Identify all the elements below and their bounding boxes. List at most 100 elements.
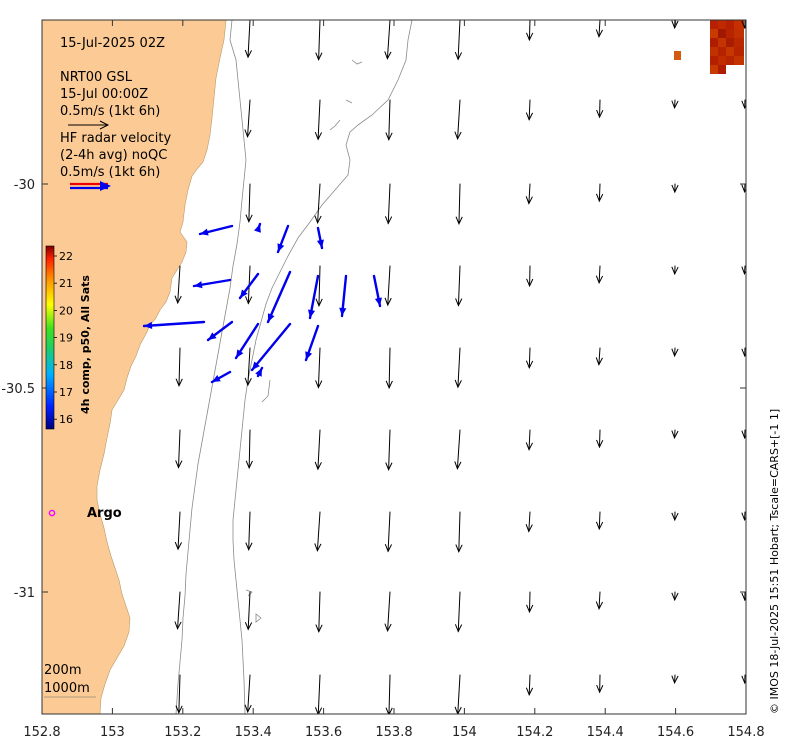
model-arrow	[455, 511, 463, 553]
model-arrow	[314, 99, 323, 141]
model-arrow	[741, 591, 746, 602]
model-arrow	[174, 265, 182, 305]
x-tick-label: 153	[100, 725, 125, 740]
model-arrow	[595, 20, 603, 38]
model-arrow	[455, 265, 463, 307]
sst-colorbar	[45, 245, 55, 430]
model-arrow	[315, 265, 323, 307]
model-arrow	[454, 429, 462, 470]
model-arrow	[454, 20, 463, 61]
model-arrow	[314, 674, 323, 714]
model-arrow	[671, 429, 679, 439]
contour-1000m	[232, 20, 413, 714]
model-arrow	[314, 511, 322, 552]
model-arrow	[595, 183, 604, 203]
x-tick-label: 153.6	[305, 725, 342, 740]
model-arrow	[454, 99, 462, 141]
model-arrow	[315, 347, 323, 389]
model-arrow	[385, 99, 393, 141]
radar-arrow	[142, 320, 206, 330]
hf-radar-arrows	[142, 222, 382, 384]
model-arrow	[596, 429, 604, 449]
model-arrow	[245, 183, 253, 223]
model-arrow	[671, 674, 679, 685]
model-arrow	[671, 99, 679, 110]
argo-float-marker[interactable]	[48, 509, 56, 517]
legend-radar-line1: HF radar velocity	[60, 131, 172, 146]
model-arrow	[741, 511, 746, 522]
depth-label-1000m: 1000m	[44, 681, 90, 696]
radar-arrow	[304, 324, 320, 362]
model-arrow	[244, 347, 252, 387]
model-arrow	[525, 429, 533, 451]
model-arrow	[175, 429, 183, 469]
model-arrow	[525, 99, 534, 121]
model-arrow	[455, 183, 463, 225]
credit-text: © IMOS 18-Jul-2025 15:51 Hobart; Tscale=…	[768, 409, 781, 714]
radar-arrow	[307, 274, 320, 320]
x-tick-label: 152.8	[23, 725, 60, 740]
x-axis: 152.8 153 153.2 153.4 153.6 153.8 154 154.2 154.…	[23, 20, 765, 740]
contour-200m	[175, 20, 247, 714]
model-arrow	[244, 674, 252, 714]
model-arrow	[315, 20, 323, 61]
model-arrow	[671, 20, 679, 30]
y-tick-label: -30	[14, 178, 35, 193]
sst-pixels	[674, 20, 744, 74]
radar-arrow	[234, 322, 260, 360]
colorbar-title: 4h comp, p50, All Sats	[79, 275, 92, 414]
model-arrow	[244, 591, 253, 631]
model-arrow	[525, 347, 534, 370]
model-arrow	[314, 429, 322, 471]
model-arrow	[384, 511, 393, 553]
model-arrow	[595, 591, 604, 610]
model-arrow	[175, 674, 183, 714]
radar-arrow	[316, 226, 324, 250]
x-tick-label: 154.2	[516, 725, 553, 740]
model-arrow	[596, 674, 604, 694]
model-arrow	[244, 20, 252, 59]
legend-model-arrow	[68, 120, 110, 130]
model-arrow	[454, 347, 462, 389]
radar-arrow	[192, 278, 232, 289]
model-arrow	[384, 183, 393, 225]
model-arrow	[741, 265, 746, 275]
model-current-arrows	[174, 20, 746, 714]
model-arrow	[525, 20, 534, 42]
x-tick-label: 153.8	[375, 725, 412, 740]
radar-arrow	[339, 274, 348, 318]
legend-model-line2: 15-Jul 00:00Z	[60, 87, 148, 102]
radar-arrow	[250, 322, 292, 372]
radar-arrow	[276, 224, 290, 254]
model-arrow	[385, 347, 393, 390]
model-arrow	[741, 20, 746, 30]
model-arrow	[671, 265, 679, 276]
y-axis: -30 -30.5 -31	[1, 178, 746, 601]
model-arrow	[671, 183, 679, 194]
model-arrow	[741, 674, 746, 685]
model-arrow	[174, 591, 182, 630]
model-arrow	[315, 591, 323, 633]
contour-1000m-inner	[245, 59, 363, 623]
radar-arrow	[372, 274, 382, 308]
colorbar-ticks: 22 21 20 19 18 17 16	[54, 250, 73, 426]
coastline-land	[42, 20, 227, 714]
radar-arrow	[238, 272, 260, 300]
colorbar-tick-label: 20	[59, 304, 73, 317]
radar-arrow	[254, 222, 262, 233]
y-tick-label: -31	[14, 586, 35, 601]
model-arrow	[526, 265, 534, 288]
model-arrow	[595, 265, 604, 285]
radar-arrow	[206, 320, 234, 342]
x-tick-label: 154	[452, 725, 477, 740]
model-arrow	[526, 591, 534, 614]
model-arrow	[314, 183, 322, 225]
model-arrow	[671, 591, 679, 602]
model-arrow	[384, 265, 392, 307]
model-arrow	[384, 591, 392, 633]
model-arrow	[595, 511, 604, 531]
colorbar-tick-label: 18	[59, 359, 73, 372]
model-arrow	[596, 99, 604, 119]
x-tick-label: 153.4	[235, 725, 272, 740]
